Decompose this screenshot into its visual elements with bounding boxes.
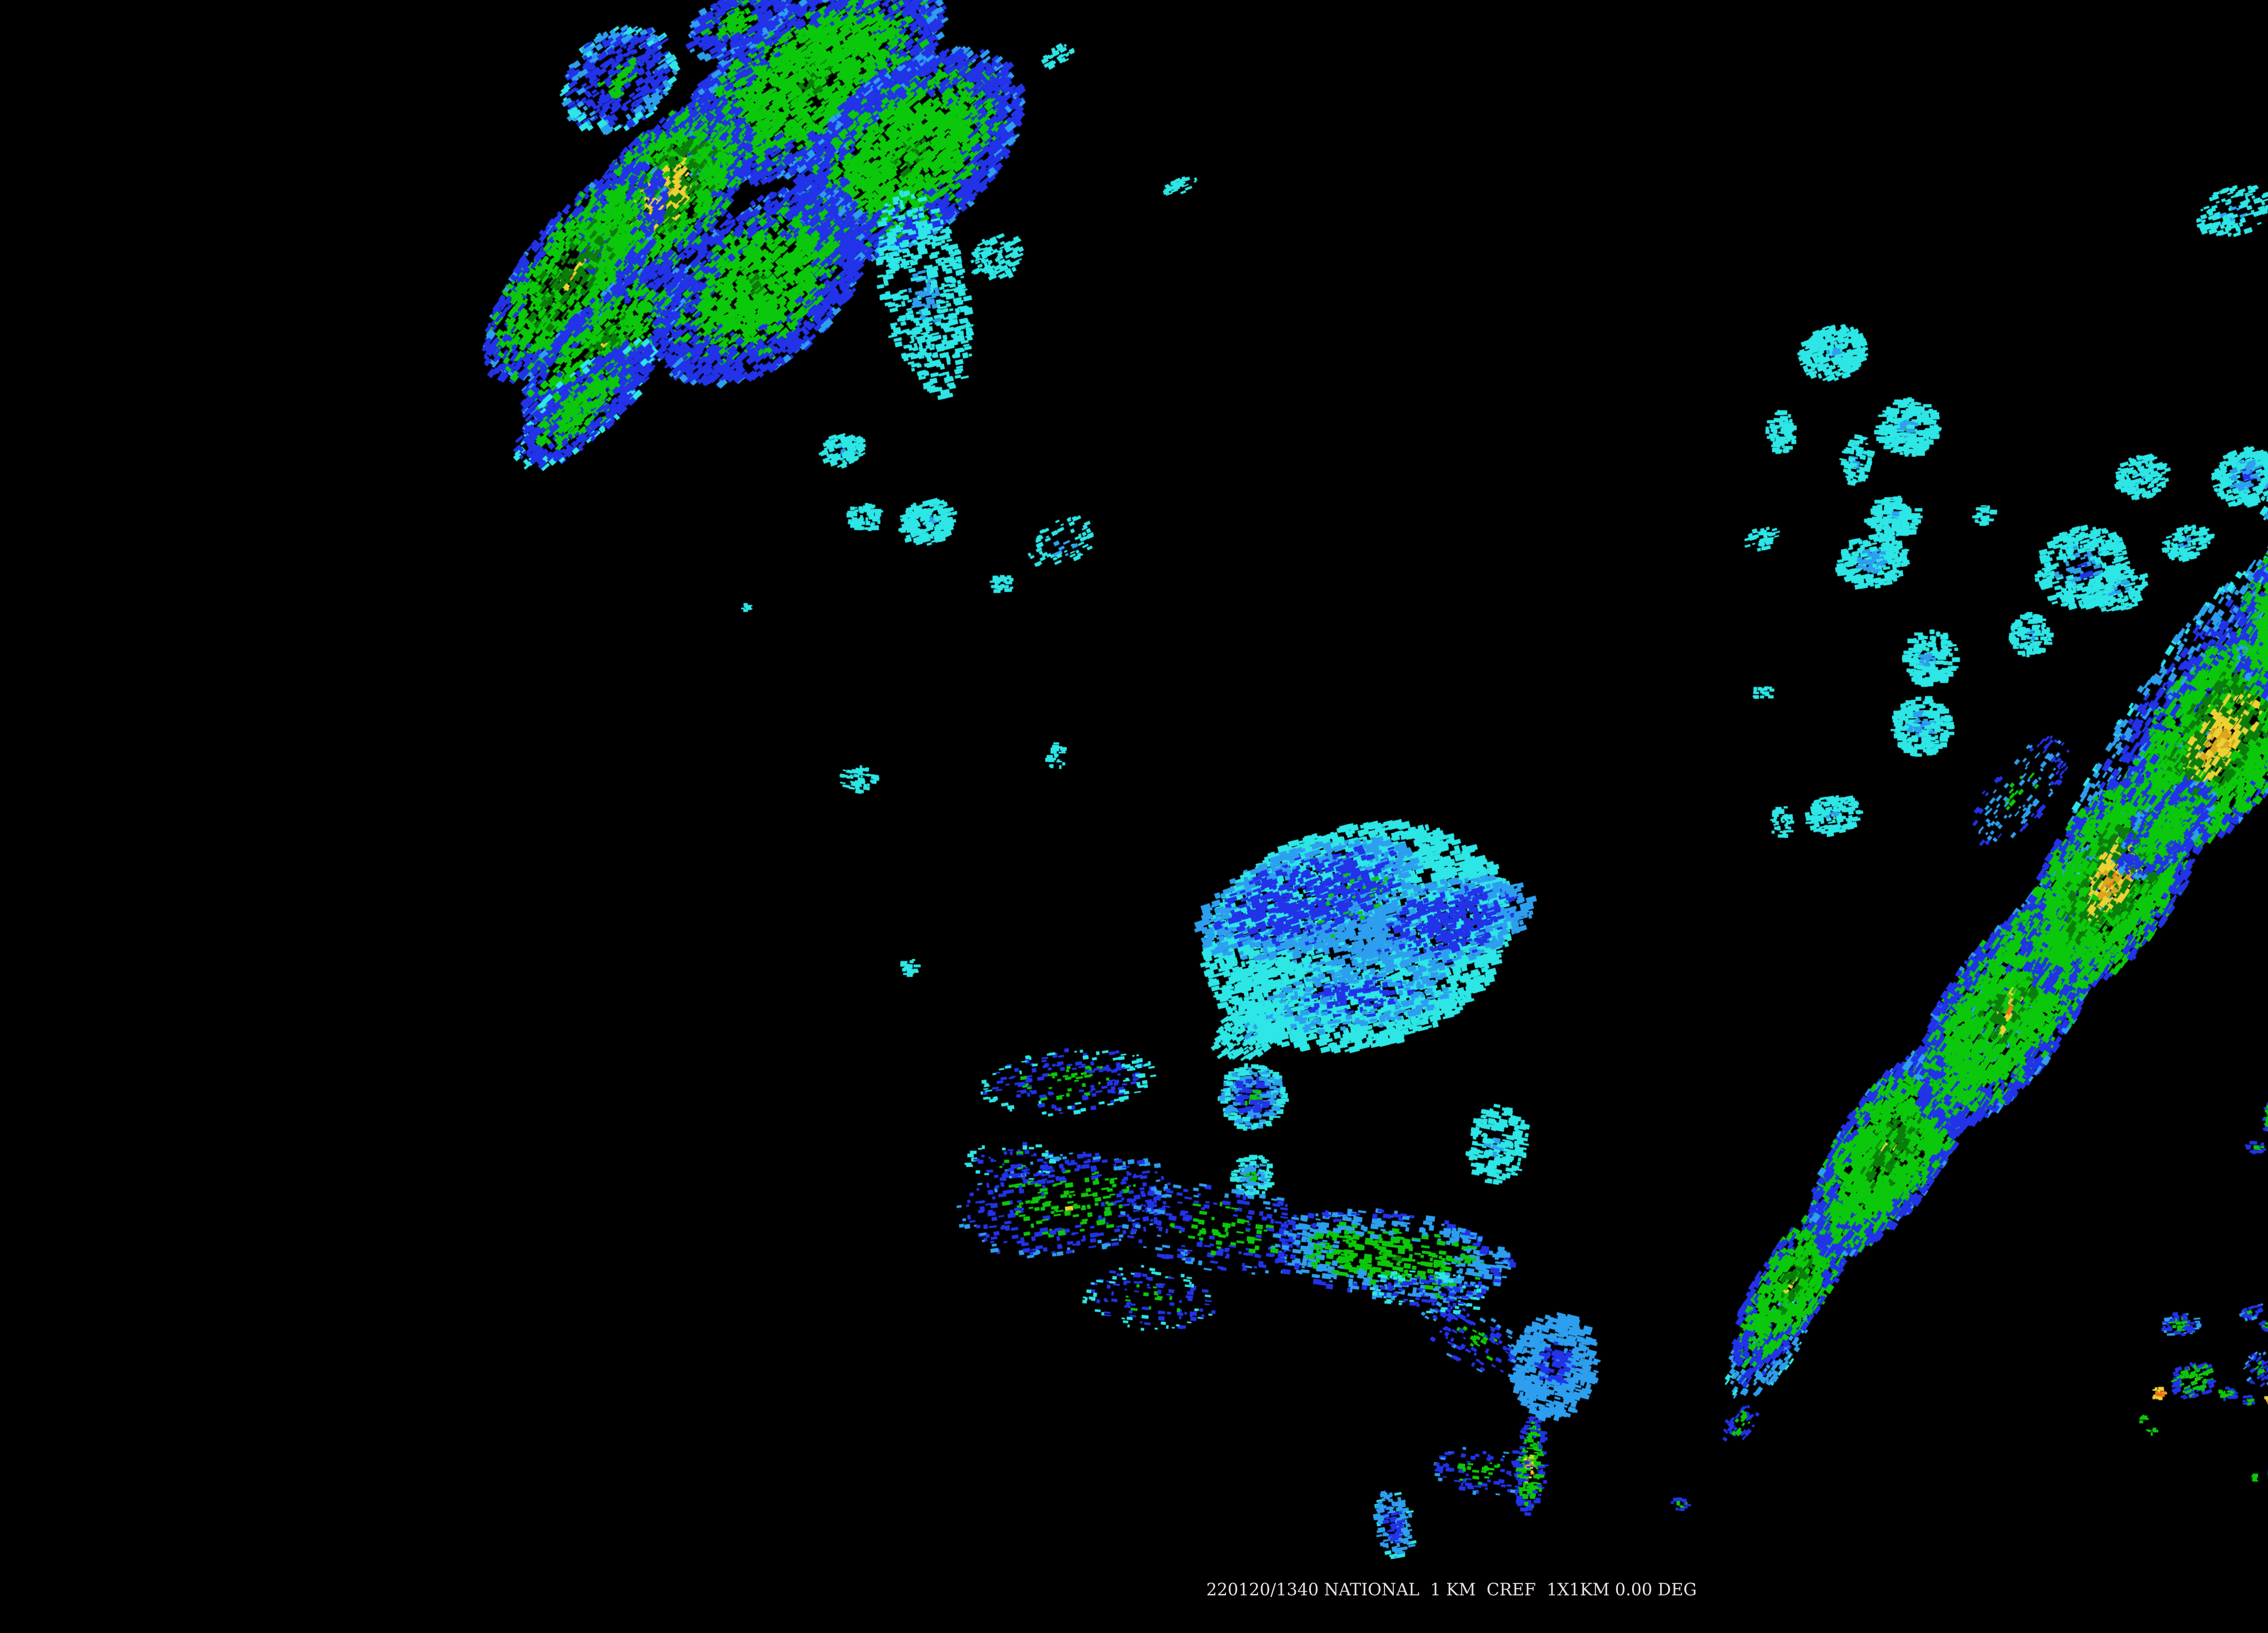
radar-caption: 220120/1340 NATIONAL 1 KM CREF 1X1KM 0.0… bbox=[1206, 1580, 1697, 1599]
